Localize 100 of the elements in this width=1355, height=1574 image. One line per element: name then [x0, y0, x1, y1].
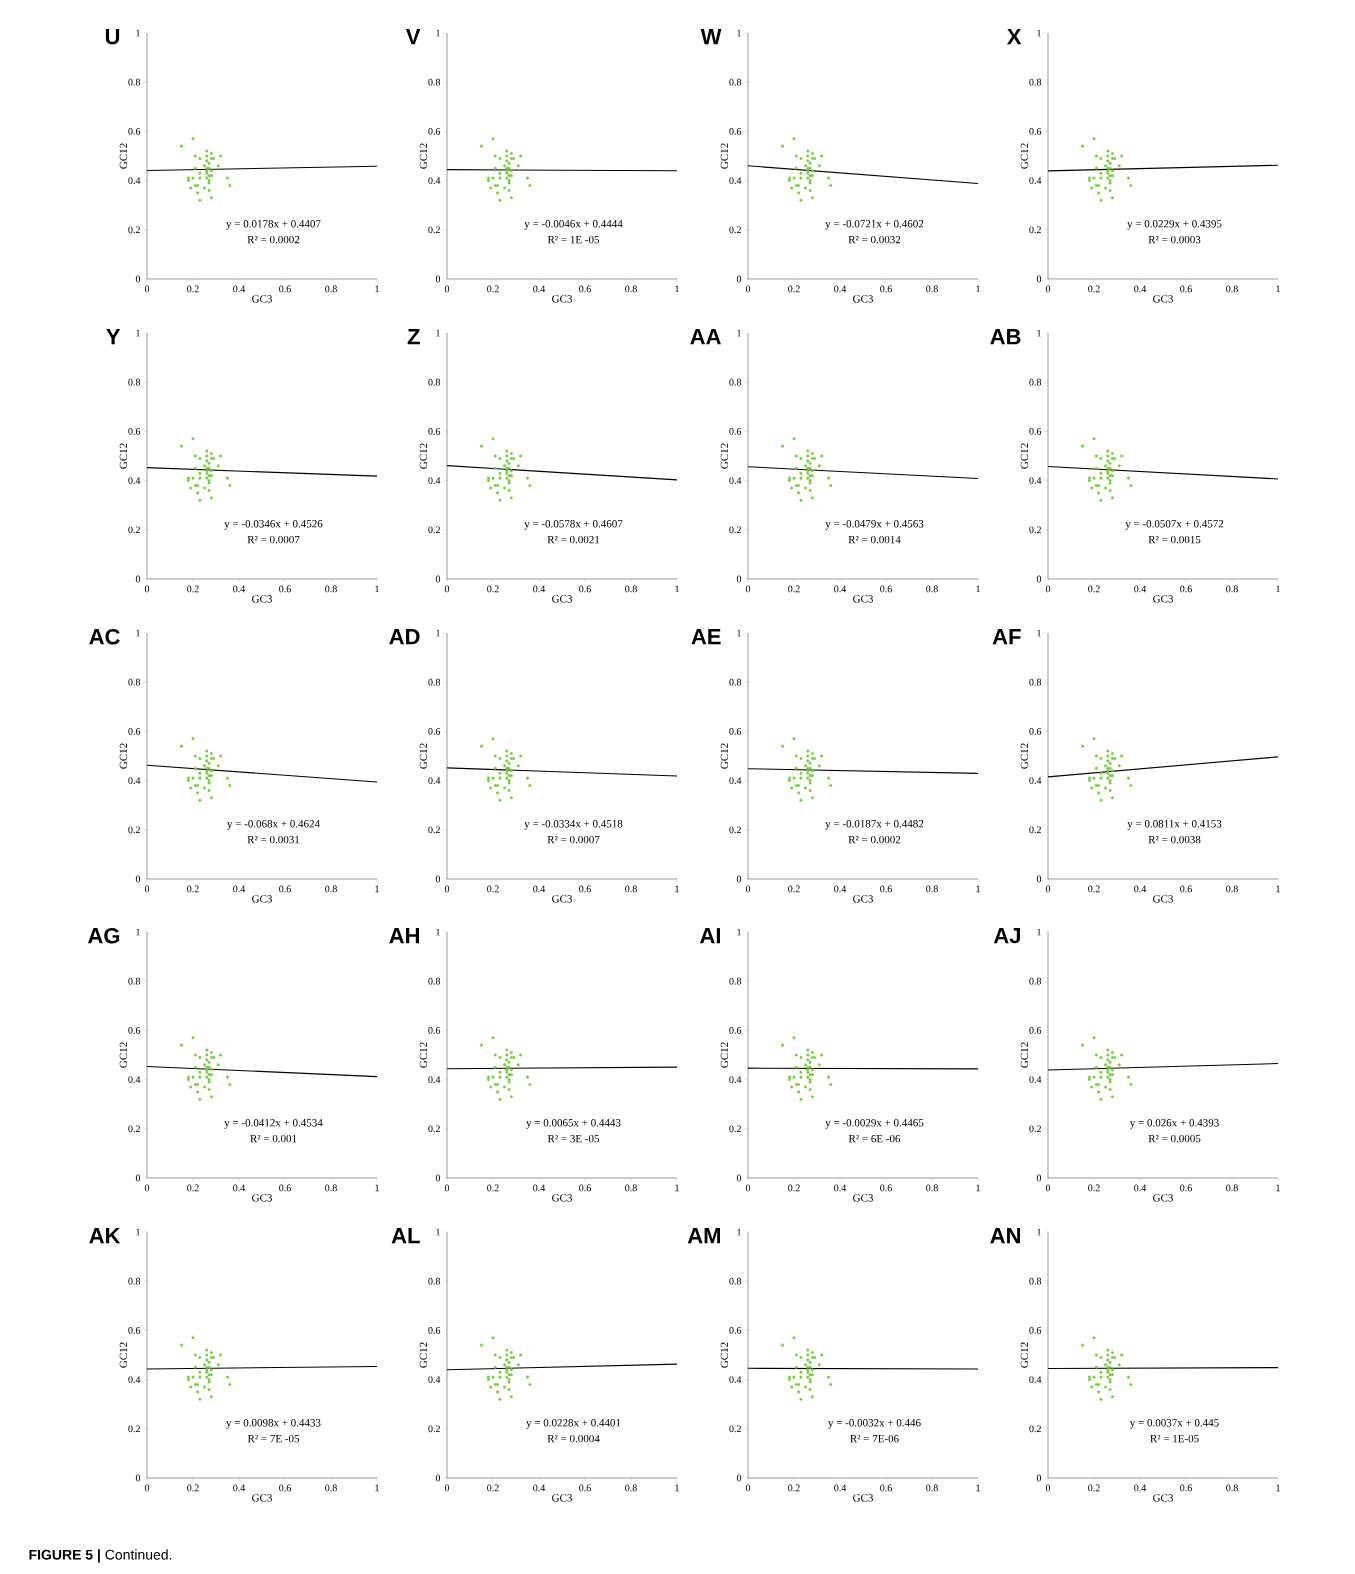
point — [516, 464, 520, 468]
point — [1092, 1375, 1096, 1379]
y-tick-label: 0.8 — [729, 78, 742, 86]
point — [1092, 1036, 1096, 1040]
annotation: y = -0.0334x + 0.4518 — [524, 820, 623, 830]
point — [207, 788, 211, 792]
x-tick-label: 0 — [444, 585, 450, 593]
point — [1110, 456, 1114, 460]
point — [493, 1365, 497, 1369]
y-tick-label: 0.4 — [428, 1076, 441, 1083]
x-tick-label: 0.6 — [579, 585, 591, 593]
x-axis-title: GC3 — [853, 895, 873, 903]
point — [794, 754, 798, 758]
x-tick-label: 1 — [976, 585, 980, 593]
y-tick-label: 1 — [436, 629, 440, 637]
point — [519, 1353, 523, 1357]
x-tick-label: 0.4 — [233, 1484, 246, 1492]
point — [1087, 1075, 1091, 1079]
x-tick-label: 1 — [375, 285, 379, 293]
point — [496, 1083, 500, 1087]
point — [1099, 756, 1103, 760]
point — [509, 1351, 513, 1355]
x-tick-label: 0 — [745, 1484, 751, 1492]
annotation: y = -0.0507x + 0.4572 — [1125, 520, 1224, 530]
point — [1094, 784, 1098, 788]
point — [799, 771, 803, 775]
point — [1092, 176, 1096, 180]
annotation: y = 0.0228x + 0.4401 — [526, 1419, 621, 1429]
point — [209, 1051, 213, 1055]
point — [486, 476, 490, 480]
point — [817, 464, 821, 468]
point — [1087, 479, 1091, 483]
chart-title: AC — [89, 628, 120, 645]
point — [808, 488, 812, 492]
y-tick-label: 0 — [435, 1174, 441, 1182]
y-tick-label: 0.6 — [729, 1027, 742, 1034]
y-tick-label: 0.8 — [428, 78, 441, 86]
point — [1099, 771, 1103, 775]
x-tick-label: 0.2 — [487, 585, 499, 593]
chart-title: U — [105, 29, 120, 45]
point — [505, 1353, 509, 1357]
annotation: R² = 1E-05 — [1150, 1434, 1199, 1443]
point — [781, 1043, 785, 1047]
y-tick-label: 0 — [1036, 1174, 1042, 1182]
y-axis-title: GC12 — [1020, 1042, 1029, 1068]
x-axis-title: GC3 — [1153, 895, 1173, 903]
point — [198, 1355, 202, 1359]
x-tick-label: 0.6 — [880, 1484, 892, 1492]
point — [209, 156, 213, 160]
y-tick-label: 1 — [737, 29, 741, 37]
y-tick-label: 0 — [135, 1474, 141, 1482]
point — [203, 1385, 206, 1389]
y-tick-label: 0.6 — [1029, 127, 1042, 135]
annotation: y = -0.0721x + 0.4602 — [825, 220, 924, 230]
point — [198, 156, 202, 160]
point — [193, 154, 197, 158]
x-tick-label: 0.8 — [926, 585, 938, 593]
y-tick-label: 0.2 — [128, 526, 140, 534]
chart-title: AH — [389, 928, 419, 944]
point — [1113, 456, 1117, 460]
y-tick-label: 0.6 — [128, 727, 141, 735]
annotation: y = 0.0098x + 0.4433 — [226, 1419, 321, 1429]
y-axis-title: GC12 — [419, 143, 428, 169]
point — [1094, 154, 1098, 158]
point — [797, 484, 801, 488]
x-tick-label: 0 — [745, 1184, 751, 1192]
y-tick-label: 0.4 — [729, 777, 742, 784]
x-axis-title: GC3 — [853, 1494, 873, 1502]
point — [808, 788, 812, 792]
y-tick-label: 1 — [136, 629, 140, 637]
y-tick-label: 0 — [435, 275, 441, 283]
point — [509, 769, 513, 773]
point — [829, 484, 833, 488]
point — [797, 184, 801, 187]
annotation: R² = 0.0032 — [848, 235, 901, 244]
point — [817, 1063, 821, 1067]
point — [804, 786, 808, 790]
x-tick-label: 0.4 — [834, 1184, 847, 1192]
point — [1110, 769, 1114, 773]
point — [1087, 776, 1091, 780]
x-tick-label: 1 — [976, 285, 980, 293]
x-tick-label: 1 — [1276, 585, 1280, 593]
point — [790, 786, 794, 790]
y-tick-label: 0.6 — [128, 427, 141, 435]
point — [1110, 756, 1114, 760]
point — [209, 496, 213, 500]
point — [498, 1375, 502, 1379]
x-axis-title: GC3 — [853, 295, 873, 303]
point — [799, 471, 803, 475]
y-tick-label: 0.8 — [1029, 378, 1042, 386]
annotation: R² = 0.0002 — [848, 835, 901, 844]
y-axis-title: GC12 — [1020, 743, 1029, 769]
x-tick-label: 0.6 — [1180, 885, 1192, 893]
annotation: y = 0.0178x + 0.4407 — [226, 220, 321, 230]
y-tick-label: 0.2 — [729, 226, 741, 234]
point — [193, 1383, 197, 1387]
point — [810, 1095, 814, 1099]
y-axis-title: GC12 — [1020, 1342, 1029, 1368]
annotation: y = 0.0037x + 0.445 — [1129, 1419, 1219, 1429]
point — [493, 184, 497, 187]
